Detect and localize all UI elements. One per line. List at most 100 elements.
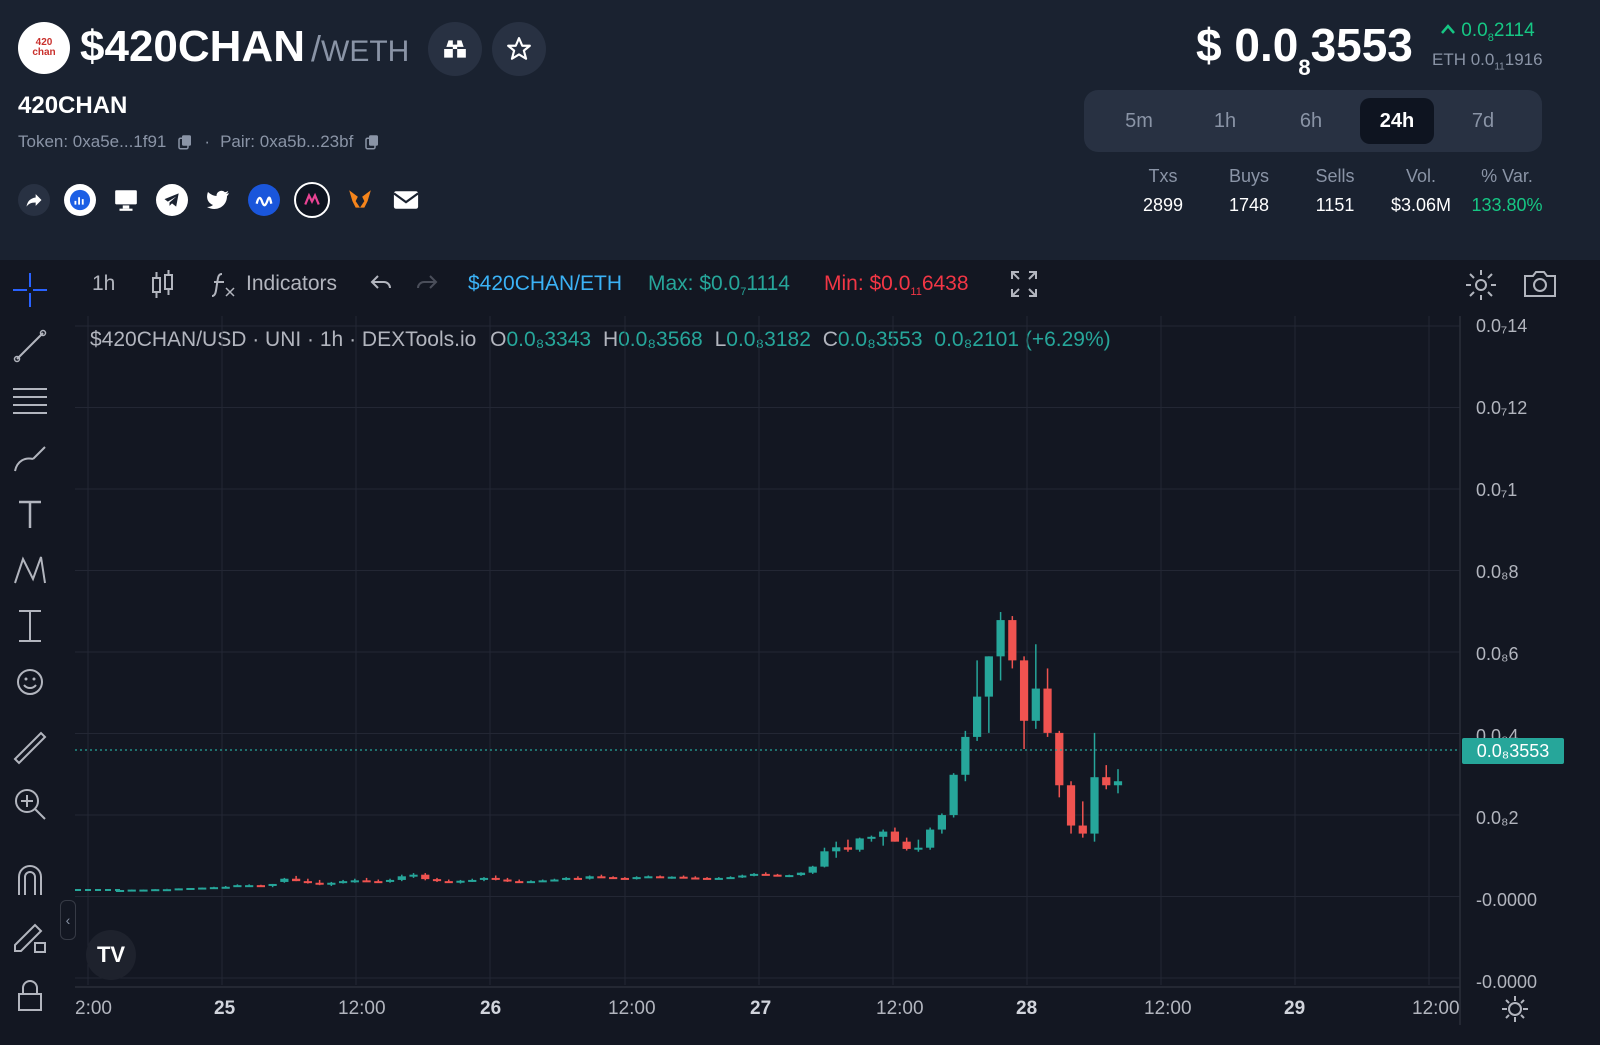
current-price: $ 0.083553 — [1196, 18, 1413, 81]
zoom-tool[interactable] — [8, 782, 52, 826]
redo-icon[interactable] — [414, 272, 438, 294]
dextools-chart-icon[interactable] — [64, 184, 96, 216]
metamask-icon[interactable] — [344, 184, 376, 216]
tab-24h[interactable]: 24h — [1360, 98, 1434, 144]
camera-icon[interactable] — [1522, 268, 1558, 300]
y-tick: 0.0₇14 — [1476, 316, 1528, 336]
token-logo: 420 chan — [18, 22, 70, 74]
candle-type-icon[interactable] — [150, 270, 176, 300]
lock-tool[interactable] — [8, 974, 52, 1018]
x-tick: 12:00 — [608, 998, 656, 1019]
undo-icon[interactable] — [370, 272, 394, 294]
stat-sells: Sells 1151 — [1292, 166, 1378, 216]
last-price-tag: 0.0₈3553 — [1462, 738, 1564, 764]
collapse-toolbar-button[interactable]: ‹ — [60, 900, 76, 940]
stat-variation: % Var. 133.80% — [1464, 166, 1550, 216]
binoculars-icon — [444, 40, 466, 58]
star-icon — [507, 37, 531, 60]
change-subscript: 8 — [1487, 31, 1494, 44]
website-icon[interactable] — [110, 184, 142, 216]
stat-value: 2899 — [1142, 195, 1184, 215]
favorite-button[interactable] — [492, 22, 546, 76]
tab-6h[interactable]: 6h — [1299, 109, 1323, 132]
token-name: 420CHAN — [18, 92, 128, 119]
pair-base: $420CHAN — [80, 22, 305, 71]
magnet-tool[interactable] — [8, 858, 52, 902]
tab-5m[interactable]: 5m — [1125, 109, 1153, 132]
fullscreen-icon[interactable] — [1010, 270, 1038, 298]
symbol-label: $420CHAN/ETH — [468, 272, 623, 295]
crosshair-icon — [13, 273, 47, 307]
indicators-button[interactable]: Indicators — [246, 272, 338, 295]
email-icon[interactable] — [390, 184, 422, 216]
eth-price: ETH 0.0111916 — [1432, 50, 1543, 72]
brush-tool[interactable] — [8, 436, 52, 480]
tab-1h[interactable]: 1h — [1213, 109, 1237, 132]
social-links — [18, 182, 422, 218]
legend-close: 0.0₈3553 — [837, 328, 923, 351]
x-tick: 12:00 — [1144, 998, 1192, 1019]
lock-drawings-tool[interactable] — [8, 914, 52, 958]
dot-separator: · — [204, 132, 211, 151]
interval-button[interactable]: 1h — [92, 272, 116, 295]
chevron-left-icon: ‹ — [65, 912, 71, 928]
coinmarketcap-icon[interactable] — [248, 184, 280, 216]
stat-label: Txs — [1148, 166, 1178, 186]
x-tick: 12:00 — [1412, 998, 1460, 1019]
crosshair-tool[interactable] — [8, 268, 52, 312]
arrow-up-icon — [1441, 24, 1455, 34]
x-tick: 29 — [1284, 998, 1306, 1019]
tradingview-logo[interactable]: TV — [86, 930, 136, 980]
dextools-icon[interactable] — [294, 182, 330, 218]
pattern-tool[interactable] — [8, 548, 52, 592]
settings-gear-icon[interactable] — [1464, 268, 1498, 302]
chart-area[interactable] — [0, 260, 1600, 1045]
smiley-icon — [17, 669, 43, 695]
x-tick: 12:00 — [876, 998, 924, 1019]
ruler-tool[interactable] — [8, 726, 52, 770]
legend-close-label: C — [822, 328, 838, 351]
legend-high: 0.0₈3568 — [618, 328, 703, 351]
min-prefix: Min: $0.0 — [824, 272, 911, 295]
trendline-tool[interactable] — [8, 324, 52, 368]
x-tick: 28 — [1016, 998, 1038, 1019]
text-tool[interactable] — [8, 492, 52, 536]
fib-tool[interactable] — [8, 380, 52, 424]
emoji-tool[interactable] — [8, 660, 52, 704]
y-tick: -0.0000 — [1476, 890, 1538, 910]
copy-pair-icon[interactable] — [363, 133, 381, 151]
stat-label: Buys — [1228, 166, 1270, 186]
chart-legend: $420CHAN/USD · UNI · 1h · DEXTools.io O0… — [90, 328, 1111, 352]
legend-open: 0.0₈3343 — [506, 328, 592, 351]
price-digits: 3553 — [1310, 19, 1413, 71]
stat-value: 1151 — [1315, 195, 1355, 215]
max-prefix: Max: $0.0 — [648, 272, 741, 295]
y-tick: -0.0000 — [1476, 972, 1538, 992]
change-digits: 2114 — [1493, 20, 1535, 41]
sun-icon[interactable] — [1500, 994, 1530, 1024]
stat-value: 1748 — [1228, 195, 1270, 215]
x-tick: 26 — [480, 998, 502, 1019]
fx-icon — [211, 273, 235, 297]
tab-7d[interactable]: 7d — [1471, 109, 1495, 132]
share-icon[interactable] — [18, 184, 50, 216]
price-subscript: 8 — [1298, 55, 1311, 80]
stat-txs: Txs 2899 — [1120, 166, 1206, 216]
x-tick: 27 — [750, 998, 772, 1019]
text-icon — [19, 500, 41, 528]
binoculars-button[interactable] — [428, 22, 482, 76]
lock-icon — [18, 980, 42, 1011]
token-address: Token: 0xa5e...1f91 — [18, 132, 167, 151]
legend-high-label: H — [602, 328, 619, 351]
copy-token-icon[interactable] — [176, 133, 194, 151]
telegram-icon[interactable] — [156, 184, 188, 216]
logo-text: 420 chan — [32, 37, 56, 58]
x-tick: 25 — [214, 998, 236, 1019]
eth-prefix: ETH 0.0 — [1432, 50, 1495, 69]
y-tick: 0.0₈8 — [1476, 562, 1519, 582]
y-tick: 0.0₈6 — [1476, 644, 1519, 664]
stat-label: % Var. — [1481, 166, 1533, 186]
measure-tool[interactable] — [8, 604, 52, 648]
token-header: 420 chan $420CHAN / WETH 420CHAN Token: … — [0, 0, 1600, 260]
twitter-icon[interactable] — [202, 184, 234, 216]
